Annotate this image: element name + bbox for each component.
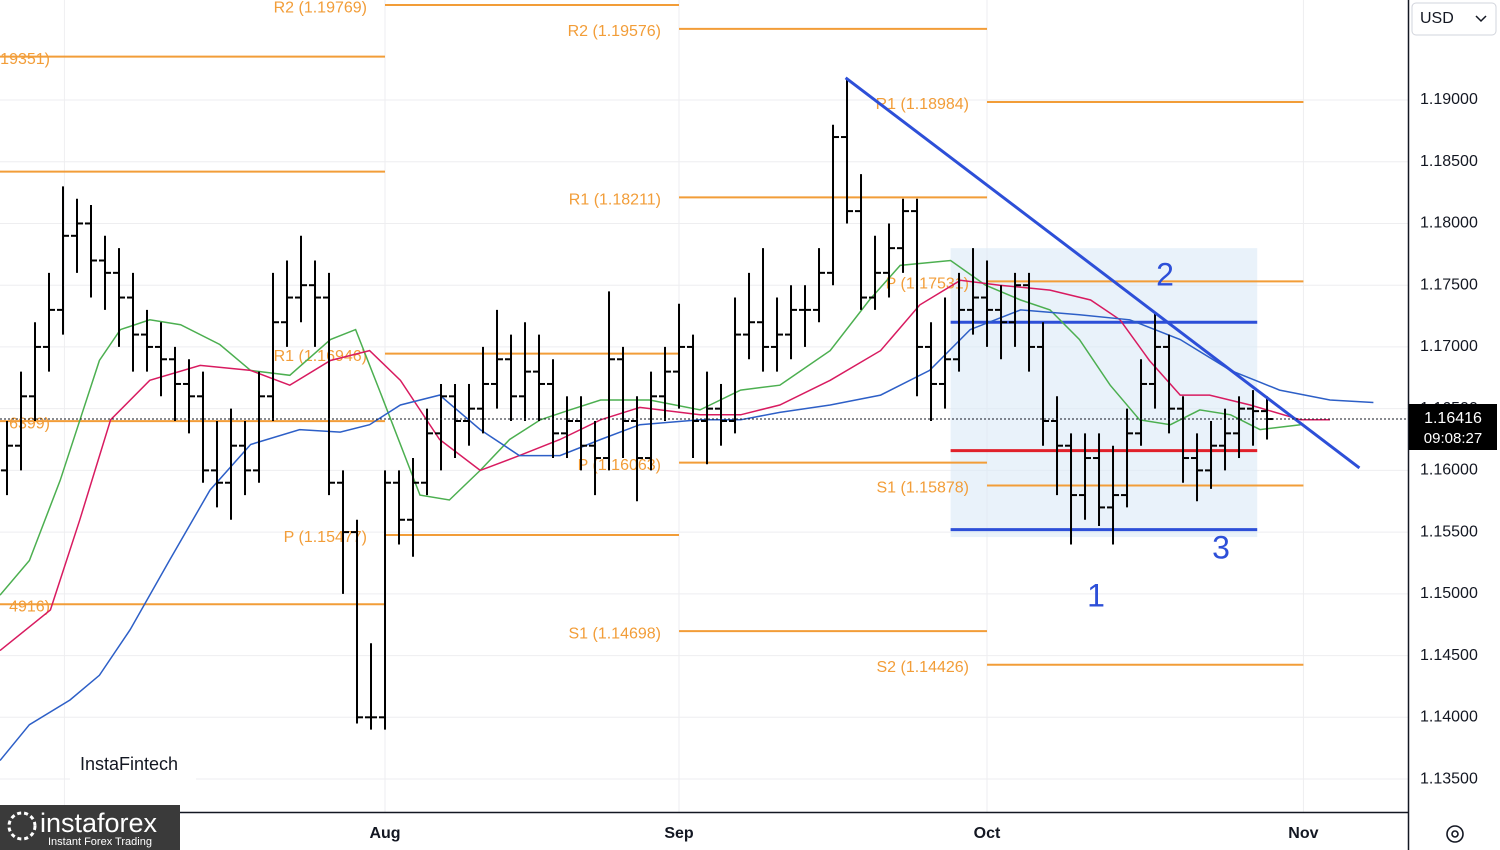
y-tick-label: 1.14500 [1420,647,1478,664]
y-tick-label: 1.15500 [1420,523,1478,540]
pivot-label: R2 (1.19769) [274,0,367,16]
dropdown-arrow [1475,15,1487,23]
y-tick-label: 1.15000 [1420,585,1478,602]
logo-name: instaforex [40,808,158,838]
moving-average [0,259,1301,596]
moving-average [0,279,1330,652]
moving-average [0,309,1374,761]
x-tick-label: Sep [664,825,694,842]
pivot-label: P (1.16063) [578,457,661,474]
y-tick-label: 1.16000 [1420,462,1478,479]
y-tick-label: 1.14000 [1420,709,1478,726]
pivot-label: R1 (1.18984) [876,96,969,113]
pivot-label: 6399) [9,415,50,432]
price-label: 1.16416 [1424,410,1482,427]
gear-icon [1446,825,1464,843]
pivot-label: S1 (1.15878) [876,480,969,497]
annotation: 2 [1156,256,1174,292]
pivot-label: P (1.17531) [886,276,969,293]
pivot-label: S2 (1.14426) [876,659,969,676]
watermark: InstaFintech [80,754,178,774]
trendline [844,76,1361,470]
currency-select[interactable] [1411,2,1497,36]
y-tick-label: 1.17500 [1420,276,1478,293]
y-tick-label: 1.18000 [1420,215,1478,232]
pivot-label: R2 (1.19576) [568,23,661,40]
plot-area: 19351) 6399) 4916) R2 (1.19769) R1 (1.16946)… [0,0,1408,761]
range-box [950,248,1258,538]
annotation: 3 [1212,529,1230,565]
x-tick-label: Oct [974,825,1001,842]
price-label-box [1409,404,1497,450]
countdown: 09:08:27 [1424,430,1482,447]
x-tick-label: Nov [1288,825,1318,842]
pivot-label: R1 (1.18211) [569,192,661,209]
pivot-label: 19351) [0,51,50,68]
y-tick-label: 1.13500 [1420,770,1478,787]
y-tick-label: 1.17000 [1420,338,1478,355]
pivot-label: P (1.15477) [284,529,367,546]
pivot-label: R1 (1.16946) [274,348,367,365]
settings-button[interactable] [1446,825,1464,843]
logo-tagline: Instant Forex Trading [48,836,152,848]
y-tick-label: 1.19000 [1420,91,1478,108]
annotation: 1 [1087,577,1105,613]
watermark-box [70,745,196,785]
logo-icon [7,811,37,841]
currency-label: USD [1420,10,1454,27]
logo-box [0,805,180,850]
gear-center [1451,830,1459,838]
pivot-label: S1 (1.14698) [568,625,661,642]
y-tick-label: 1.18500 [1420,153,1478,170]
x-tick-label: Aug [369,825,400,842]
pivot-label: 4916) [9,598,50,615]
